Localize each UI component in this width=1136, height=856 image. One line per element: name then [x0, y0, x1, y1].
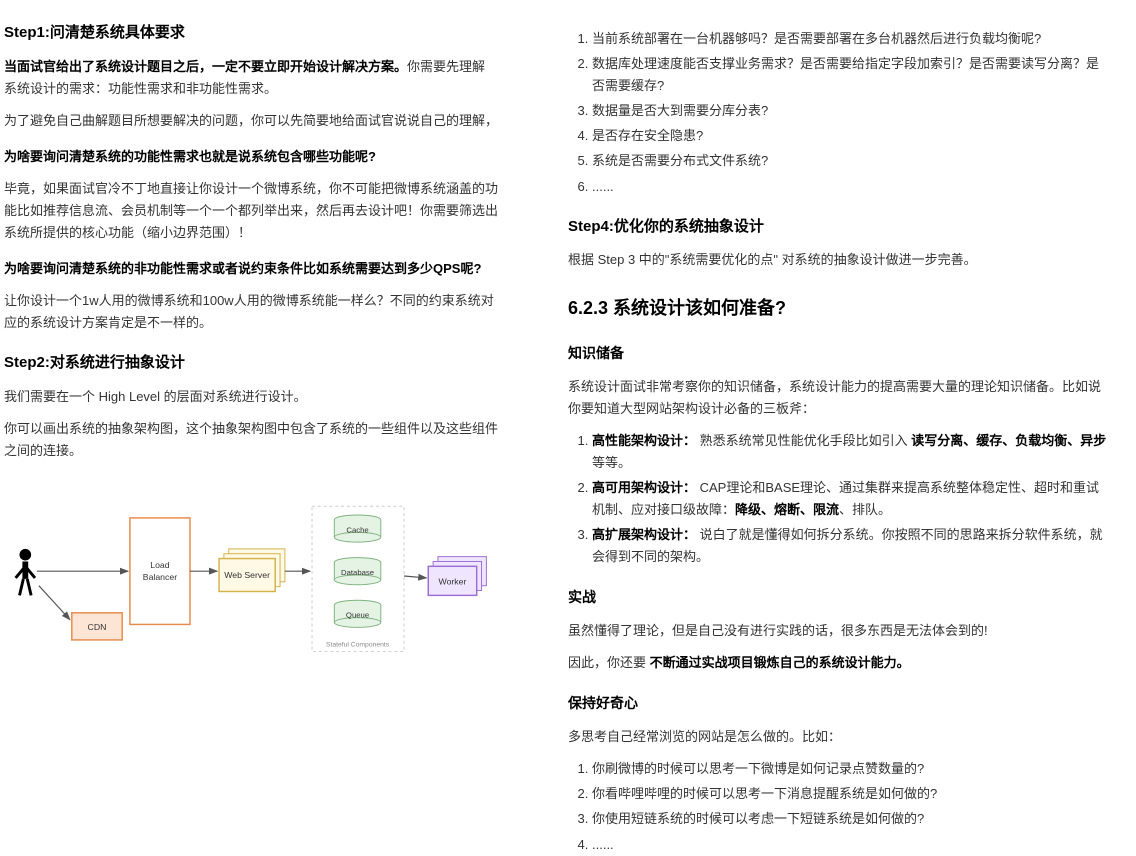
db-cylinder: Database	[334, 558, 380, 585]
worker-label: Worker	[439, 577, 467, 587]
step4-p1: 根据 Step 3 中的"系统需要优化的点" 对系统的抽象设计做进一步完善。	[568, 249, 1108, 271]
sub3-li-1: 你刷微博的时候可以思考一下微博是如何记录点赞数量的?	[592, 758, 1108, 780]
svg-text:Queue: Queue	[346, 611, 369, 620]
web-label: Web Server	[224, 570, 270, 580]
step2-p1: 我们需要在一个 High Level 的层面对系统进行设计。	[4, 386, 498, 408]
sub3-heading: 保持好奇心	[568, 692, 1108, 716]
stateful-label: Stateful Components	[326, 642, 390, 649]
sub3-li-2: 你看哔哩哔哩的时候可以思考一下消息提醒系统是如何做的?	[592, 783, 1108, 805]
step1-p4: 让你设计一个1w人用的微博系统和100w人用的微博系统能一样么？不同的约束系统对…	[4, 290, 498, 334]
arrow-stateful-worker	[404, 576, 426, 578]
cdn-label: CDN	[88, 622, 107, 632]
sub3-li-4: ......	[592, 834, 1108, 856]
architecture-diagram: CDN Load Balancer Web Server Stateful Co…	[4, 486, 498, 666]
sub3-p1: 多思考自己经常浏览的网站是怎么做的。比如：	[568, 726, 1108, 748]
person-icon	[16, 549, 35, 595]
step3-li-4: 是否存在安全隐患?	[592, 125, 1108, 147]
step3-li-6: ......	[592, 176, 1108, 198]
sub1-li-3: 高扩展架构设计： 说白了就是懂得如何拆分系统。你按照不同的思路来拆分软件系统，就…	[592, 524, 1108, 568]
sub1-p1: 系统设计面试非常考察你的知识储备，系统设计能力的提高需要大量的理论知识储备。比如…	[568, 376, 1108, 420]
step1-q1: 为啥要询问清楚系统的功能性需求也就是说系统包含哪些功能呢?	[4, 146, 498, 168]
sub1-li-2: 高可用架构设计： CAP理论和BASE理论、通过集群来提高系统整体稳定性、超时和…	[592, 477, 1108, 521]
step1-q2: 为啥要询问清楚系统的非功能性需求或者说约束条件比如系统需要达到多少QPS呢?	[4, 258, 498, 280]
sub3-li-3: 你使用短链系统的时候可以考虑一下短链系统是如何做的?	[592, 808, 1108, 830]
step2-p2: 你可以画出系统的抽象架构图，这个抽象架构图中包含了系统的一些组件以及这些组件之间…	[4, 418, 498, 462]
sub3-list: 你刷微博的时候可以思考一下微博是如何记录点赞数量的? 你看哔哩哔哩的时候可以思考…	[592, 758, 1108, 855]
sub1-list: 高性能架构设计： 熟悉系统常见性能优化手段比如引入 读写分离、缓存、负载均衡、异…	[592, 430, 1108, 569]
sub2-heading: 实战	[568, 586, 1108, 610]
step3-li-3: 数据量是否大到需要分库分表?	[592, 100, 1108, 122]
step1-heading: Step1:问清楚系统具体要求	[4, 20, 498, 46]
arrow-person-cdn	[39, 586, 70, 620]
step3-li-2: 数据库处理速度能否支撑业务需求？是否需要给指定字段加索引？是否需要读写分离？是否…	[592, 53, 1108, 97]
step1-p2: 为了避免自己曲解题目所想要解决的问题，你可以先简要地给面试官说说自己的理解，	[4, 110, 498, 132]
sub2-p2: 因此，你还要 不断通过实战项目锻炼自己的系统设计能力。	[568, 652, 1108, 674]
sub1-heading: 知识储备	[568, 342, 1108, 366]
step3-list: 当前系统部署在一台机器够吗？是否需要部署在多台机器然后进行负载均衡呢? 数据库处…	[592, 28, 1108, 198]
sub2-p1: 虽然懂得了理论，但是自己没有进行实践的话，很多东西是无法体会到的!	[568, 620, 1108, 642]
step3-li-5: 系统是否需要分布式文件系统?	[592, 150, 1108, 172]
step2-heading: Step2:对系统进行抽象设计	[4, 350, 498, 376]
lb-label-1: Load	[150, 560, 170, 570]
svg-text:Database: Database	[341, 568, 374, 577]
step1-p1: 当面试官给出了系统设计题目之后，一定不要立即开始设计解决方案。你需要先理解系统设…	[4, 56, 498, 100]
queue-cylinder: Queue	[334, 600, 380, 627]
section-heading: 6.2.3 系统设计该如何准备?	[568, 293, 1108, 324]
sub1-li-1: 高性能架构设计： 熟悉系统常见性能优化手段比如引入 读写分离、缓存、负载均衡、异…	[592, 430, 1108, 474]
svg-text:Cache: Cache	[346, 526, 368, 535]
lb-label-2: Balancer	[143, 572, 177, 582]
step3-li-1: 当前系统部署在一台机器够吗？是否需要部署在多台机器然后进行负载均衡呢?	[592, 28, 1108, 50]
cache-cylinder: Cache	[334, 515, 380, 542]
step1-p3: 毕竟，如果面试官冷不丁地直接让你设计一个微博系统，你不可能把微博系统涵盖的功能比…	[4, 178, 498, 244]
step4-heading: Step4:优化你的系统抽象设计	[568, 214, 1108, 240]
